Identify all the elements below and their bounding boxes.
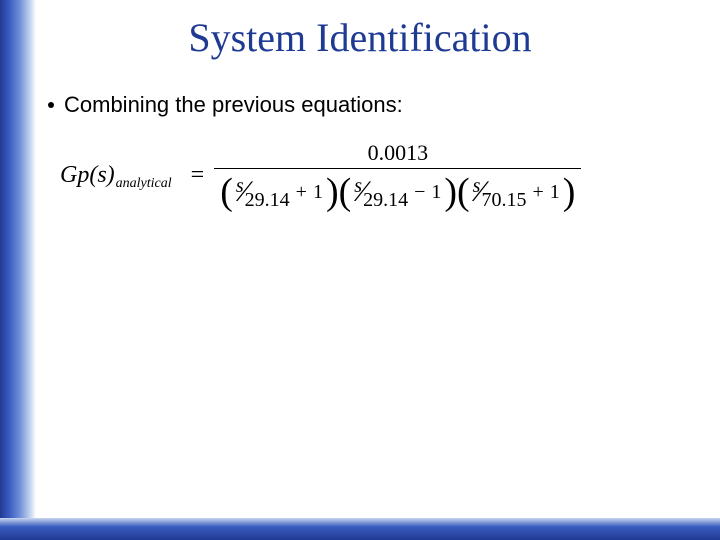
open-paren-icon: ( (457, 173, 470, 211)
term-divisor: 29.14 (363, 189, 408, 212)
equation-lhs: Gp(s) analytical (60, 162, 171, 189)
open-paren-icon: ( (339, 173, 352, 211)
term-op: + (532, 181, 543, 204)
open-paren-icon: ( (220, 173, 233, 211)
equation-denominator: ( s ∕ 29.14 + 1 ) ( s ∕ 29.14 − 1 ) ( s … (214, 169, 581, 211)
close-paren-icon: ) (444, 173, 457, 211)
equation-fraction: 0.0013 ( s ∕ 29.14 + 1 ) ( s ∕ 29.14 − 1… (214, 140, 581, 211)
bullet-dot-icon (48, 102, 54, 108)
equation-lhs-main: Gp(s) (60, 162, 115, 189)
bullet-text: Combining the previous equations: (64, 92, 403, 118)
term-one: 1 (313, 181, 323, 204)
bottom-accent-bar (0, 518, 720, 540)
equation-numerator: 0.0013 (358, 140, 439, 168)
term-op: + (296, 181, 307, 204)
term-divisor: 70.15 (481, 189, 526, 212)
close-paren-icon: ) (563, 173, 576, 211)
close-paren-icon: ) (326, 173, 339, 211)
left-accent-bar (0, 0, 36, 540)
term-one: 1 (431, 181, 441, 204)
equation-equals: = (191, 162, 205, 189)
term-fraction: s ∕ 29.14 (352, 175, 410, 209)
bullet-item: Combining the previous equations: (48, 92, 403, 118)
term-op: − (414, 181, 425, 204)
equation-lhs-subscript: analytical (116, 176, 172, 192)
term-fraction: s ∕ 70.15 (471, 175, 529, 209)
term-divisor: 29.14 (245, 189, 290, 212)
equation: Gp(s) analytical = 0.0013 ( s ∕ 29.14 + … (60, 140, 581, 211)
page-title: System Identification (0, 14, 720, 61)
term-fraction: s ∕ 29.14 (234, 175, 292, 209)
term-one: 1 (550, 181, 560, 204)
